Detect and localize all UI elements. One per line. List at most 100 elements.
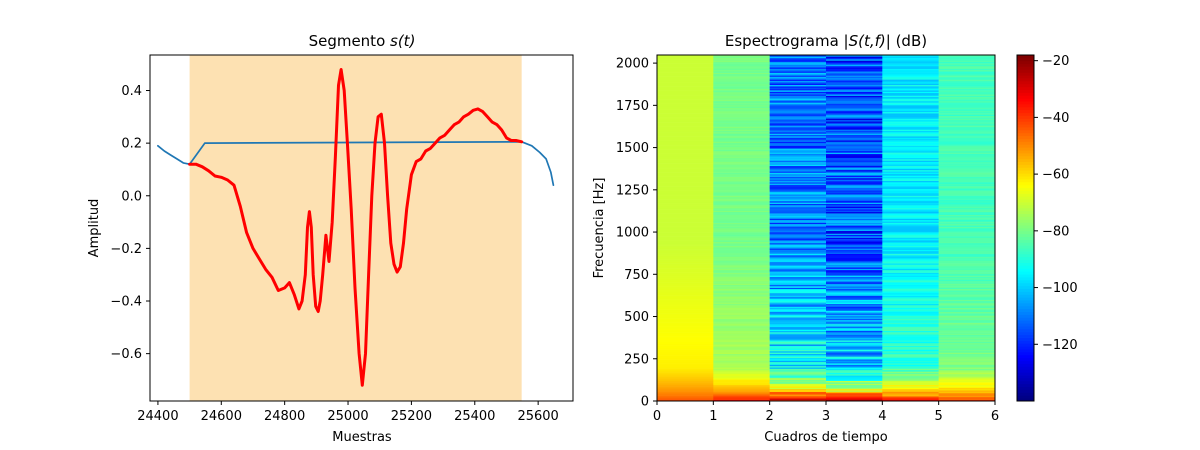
spectrogram-cell xyxy=(713,292,770,295)
spectrogram-cell xyxy=(713,187,770,190)
spectrogram-cell xyxy=(826,99,883,102)
spectrogram-cell xyxy=(938,290,996,292)
spectrogram-cell xyxy=(769,388,827,391)
spectrogram-cell xyxy=(826,352,883,354)
spectrogram-cell xyxy=(882,333,939,336)
spectrogram-cell xyxy=(938,141,996,144)
spectrogram-cell xyxy=(769,129,827,131)
spectrogram-cell xyxy=(769,399,827,402)
spectrogram-cell xyxy=(938,390,996,392)
spectrogram-cell xyxy=(769,294,827,296)
spectrogram-cell xyxy=(882,98,939,100)
spectrogram-cell xyxy=(938,164,996,167)
spectrogram-cell xyxy=(657,118,714,121)
colorbar-cell xyxy=(1017,346,1034,350)
spectrogram-cell xyxy=(826,161,883,164)
spectrogram-cell xyxy=(938,168,996,171)
spectrogram-cell xyxy=(826,345,883,348)
y-tick-label: 0.0 xyxy=(121,189,142,204)
spectrogram-cell xyxy=(938,384,996,387)
colorbar-cell xyxy=(1017,86,1034,90)
spectrogram-cell xyxy=(657,352,714,354)
spectrogram-cell xyxy=(882,171,939,173)
segment-ylabel: Amplitud xyxy=(87,199,102,258)
spectrogram-cell xyxy=(826,155,883,157)
spectrogram-cell xyxy=(938,190,996,192)
spectrogram-cell xyxy=(826,123,883,126)
spectrogram-cell xyxy=(657,223,714,226)
spectrogram-cell xyxy=(826,56,883,59)
spectrogram-cell xyxy=(882,206,939,209)
spectrogram-cell xyxy=(882,152,939,154)
spectrogram-cell xyxy=(657,246,714,249)
spectrogram-cell xyxy=(657,371,714,373)
spectrogram-cell xyxy=(769,384,827,387)
spectrogram-cell xyxy=(769,323,827,326)
colorbar-cell xyxy=(1017,288,1034,292)
colorbar-cell xyxy=(1017,274,1034,278)
spectrogram-cell xyxy=(938,203,996,206)
spectrogram-cell xyxy=(769,202,827,204)
spectrogram-cell xyxy=(769,63,827,65)
spectrogram-cell xyxy=(769,292,827,295)
spectrogram-cell xyxy=(713,333,770,336)
spectrogram-cell xyxy=(657,225,714,227)
spectrogram-cell xyxy=(657,292,714,295)
spectrogram-cell xyxy=(769,196,827,199)
spectrogram-cell xyxy=(826,269,883,272)
spectrogram-cell xyxy=(882,314,939,317)
spectrogram-cell xyxy=(882,218,939,221)
spectrogram-cell xyxy=(882,175,939,177)
spectrogram-cell xyxy=(938,206,996,209)
x-tick-label: 25400 xyxy=(454,409,495,424)
spectrogram-cell xyxy=(938,217,996,219)
spectrogram-cell xyxy=(938,200,996,203)
spectrogram-cell xyxy=(657,106,714,109)
spectrogram-cell xyxy=(713,149,770,152)
spectrogram-cell xyxy=(769,249,827,252)
spectrogram-cell xyxy=(826,329,883,332)
spectrogram-cell xyxy=(938,125,996,127)
spectrogram-cell xyxy=(769,200,827,203)
spectrogram-cell xyxy=(826,307,883,310)
spectrogram-cell xyxy=(938,113,996,115)
spectrogram-cell xyxy=(882,260,939,263)
spectrogram-cell xyxy=(769,56,827,59)
spectrogram-cell xyxy=(769,117,827,119)
spectrogram-cell xyxy=(769,325,827,327)
spectrogram-cell xyxy=(882,136,939,138)
spectrogram-cell xyxy=(938,298,996,300)
spectrogram-cell xyxy=(938,265,996,268)
spectrogram-cell xyxy=(657,65,714,68)
colorbar-cell xyxy=(1017,207,1034,212)
spectrogram-cell xyxy=(713,153,770,156)
spectrogram-cell xyxy=(938,191,996,194)
spectrogram-cell xyxy=(882,236,939,238)
spectrogram-cell xyxy=(713,303,770,306)
spectrogram-cell xyxy=(826,169,883,172)
spectrogram-cell xyxy=(882,334,939,337)
colorbar-cell xyxy=(1017,366,1034,370)
spectrogram-cell xyxy=(769,98,827,100)
spectrogram-cell xyxy=(938,98,996,100)
spectrogram-cell xyxy=(938,234,996,237)
spectrogram-cell xyxy=(938,192,996,195)
spectrogram-cell xyxy=(769,90,827,92)
spectrogram-cell xyxy=(826,187,883,190)
spectrogram-cell xyxy=(713,79,770,81)
spectrogram-cell xyxy=(657,127,714,130)
spectrogram-cell xyxy=(769,237,827,240)
spectrogram-cell xyxy=(826,163,883,165)
spectrogram-cell xyxy=(657,129,714,131)
spectrogram-cell xyxy=(769,67,827,69)
spectrogram-cell xyxy=(882,396,939,399)
spectrogram-cell xyxy=(826,82,883,84)
spectrogram-cell xyxy=(826,342,883,345)
spectrogram-cell xyxy=(657,163,714,165)
spectrogram-cell xyxy=(657,96,714,99)
spectrogram-cell xyxy=(938,271,996,273)
spectrogram-cell xyxy=(769,73,827,76)
spectrogram-cell xyxy=(657,232,714,234)
spectrogram-cell xyxy=(826,165,883,168)
colorbar-cell xyxy=(1017,199,1034,203)
